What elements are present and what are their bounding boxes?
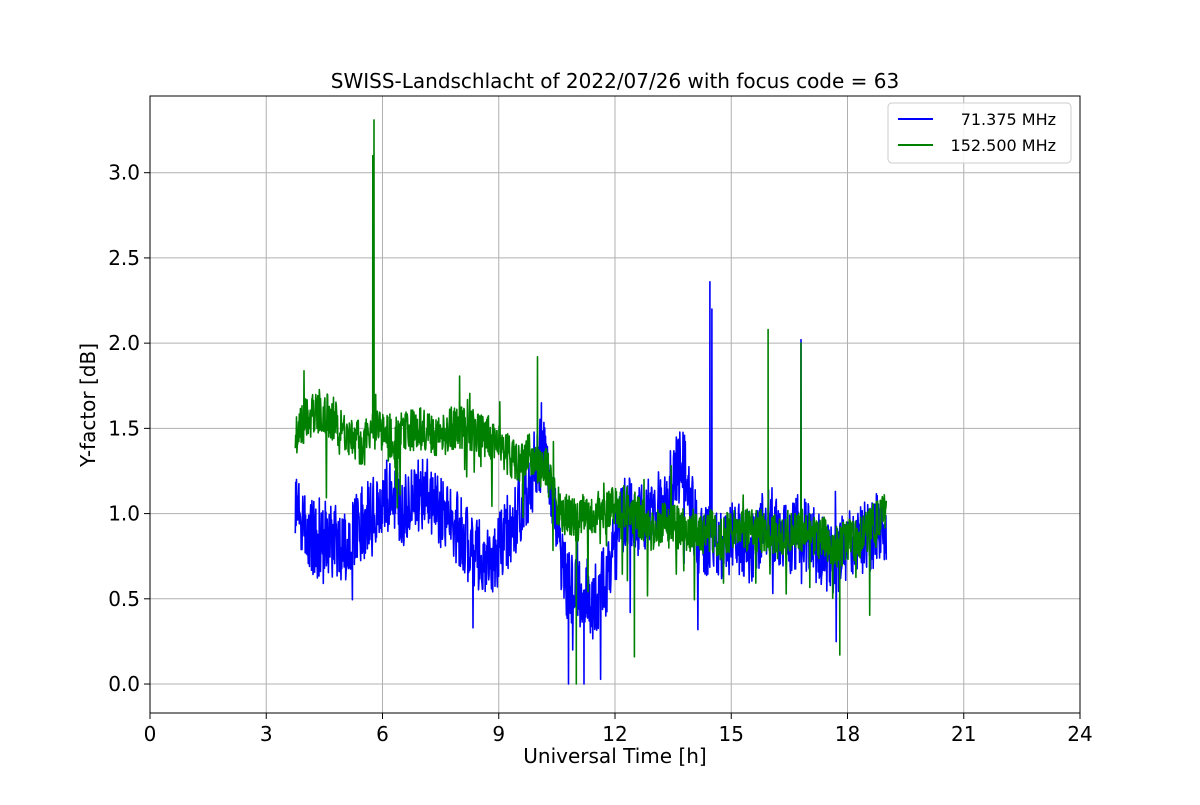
axis-ticks: 0 3 6 9 12 15 18 21 24 0.0 0.5 1.0 1.5 2.0 2.5 3.0 (108, 161, 1093, 746)
x-axis-label: Universal Time [h] (523, 744, 706, 768)
y-tick-label: 0.0 (108, 672, 140, 696)
x-tick-label: 24 (1067, 722, 1092, 746)
x-tick-label: 21 (951, 722, 976, 746)
x-tick-label: 15 (719, 722, 744, 746)
y-tick-label: 0.5 (108, 587, 140, 611)
x-tick-label: 3 (260, 722, 273, 746)
x-tick-label: 18 (835, 722, 860, 746)
legend-box (887, 102, 1072, 164)
x-tick-label: 6 (376, 722, 389, 746)
y-tick-label: 3.0 (108, 161, 140, 185)
legend: 71.375 MHz 152.500 MHz (887, 102, 1072, 164)
x-tick-label: 0 (144, 722, 157, 746)
y-axis-label: Y-factor [dB] (76, 343, 100, 468)
y-tick-label: 2.0 (108, 331, 140, 355)
series-line (294, 119, 888, 685)
x-tick-label: 12 (602, 722, 627, 746)
x-tick-label: 9 (492, 722, 505, 746)
y-tick-label: 1.0 (108, 502, 140, 526)
y-tick-label: 2.5 (108, 246, 140, 270)
plot-series (294, 119, 888, 685)
chart-title: SWISS-Landschlacht of 2022/07/26 with fo… (331, 69, 899, 93)
y-tick-label: 1.5 (108, 416, 140, 440)
legend-label: 71.375 MHz (961, 110, 1056, 129)
legend-label: 152.500 MHz (951, 136, 1056, 155)
